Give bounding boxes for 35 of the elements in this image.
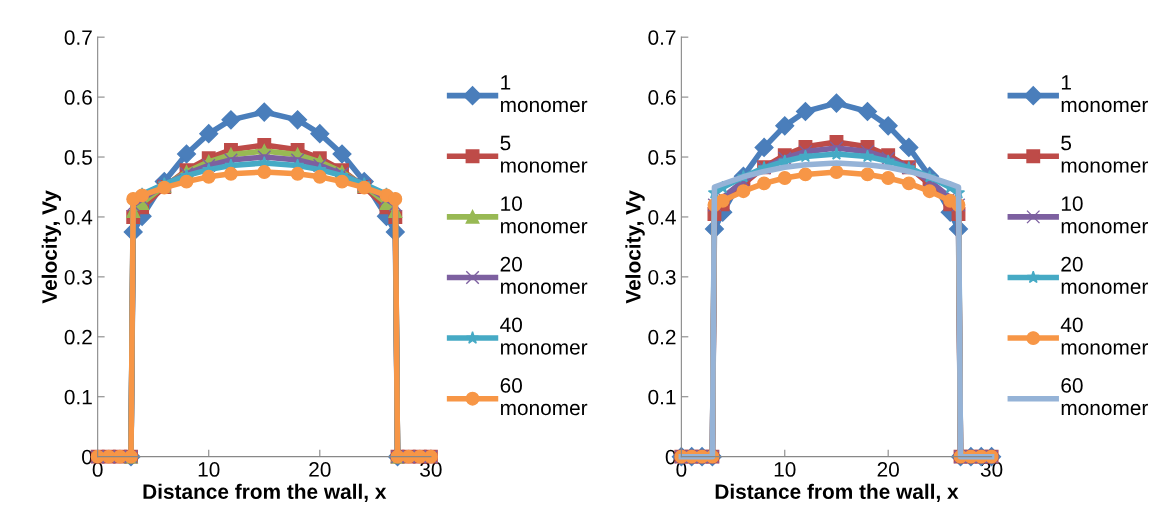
x-axis-title: Distance from the wall, x <box>143 483 387 503</box>
legend-label: 1 monomer <box>501 75 588 113</box>
x-tick-label: 30 <box>420 462 442 477</box>
y-tick-label: 0.7 <box>648 30 676 45</box>
y-tick-label: 0.4 <box>648 209 676 225</box>
y-axis-title: Velocity, Vy <box>41 190 62 304</box>
legend-label: 40 monomer <box>500 317 588 355</box>
y-tick-label: 0.5 <box>648 150 676 165</box>
x-tick-label: 10 <box>198 462 220 477</box>
legend-label: 20 monomer <box>1061 256 1148 295</box>
legend-label: 10 monomer <box>1061 196 1148 234</box>
y-tick-label: 0.3 <box>64 269 92 285</box>
y-tick-label: 0.1 <box>64 389 92 405</box>
legend-label: 1 monomer <box>1061 75 1148 113</box>
x-axis-title: Distance from the wall, x <box>715 483 959 503</box>
x-tick-label: 20 <box>309 462 331 477</box>
x-tick-label: 20 <box>877 462 899 477</box>
y-tick-label: 0.7 <box>64 30 92 45</box>
y-axis-title: Velocity, Vy <box>625 190 645 304</box>
legend-label: 60 monomer <box>500 378 588 416</box>
y-tick-label: 0.5 <box>64 150 92 165</box>
legend-label: 60 monomer <box>1061 378 1148 416</box>
y-tick-label: 0.2 <box>648 329 676 345</box>
y-tick-label: 0.6 <box>64 90 92 105</box>
legend-label: 10 monomer <box>501 196 588 234</box>
legend-label: 5 monomer <box>1061 135 1148 173</box>
y-tick-label: 0.4 <box>64 209 93 225</box>
y-tick-label: 0.1 <box>648 389 676 405</box>
y-tick-label: 0.3 <box>648 269 676 285</box>
y-tick-label: 0.2 <box>64 329 92 345</box>
y-tick-label: 0.6 <box>648 90 676 105</box>
legend-label: 20 monomer <box>500 256 588 295</box>
x-tick-label: 10 <box>774 462 796 477</box>
legend-label: 5 monomer <box>500 135 588 173</box>
legend-label: 40 monomer <box>1060 317 1148 355</box>
